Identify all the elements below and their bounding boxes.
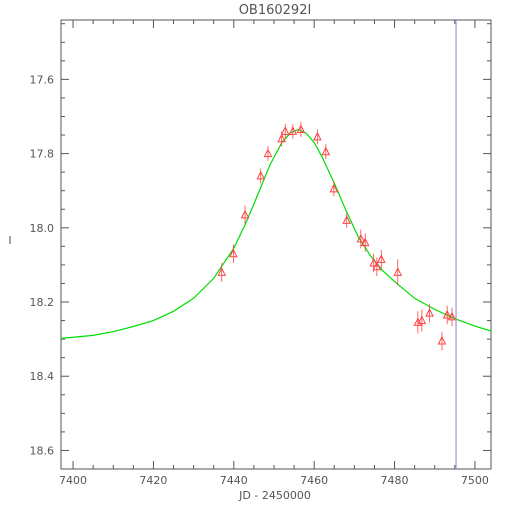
data-point: [321, 144, 331, 160]
model-fit-layer: [60, 128, 492, 339]
triangle-marker: [356, 233, 366, 243]
triangle-marker: [277, 133, 286, 143]
data-point: [442, 305, 452, 325]
triangle-marker: [393, 267, 403, 276]
x-tick-label: 7420: [139, 474, 167, 487]
y-tick-label: 18.6: [30, 444, 55, 457]
triangle-marker: [313, 131, 322, 141]
y-tick-label: 18.4: [30, 370, 55, 383]
plot-frame: [60, 19, 492, 470]
triangle-marker: [229, 248, 238, 258]
triangle-marker: [376, 254, 386, 263]
data-point: [376, 250, 386, 269]
x-tick-label: 7480: [381, 474, 409, 487]
triangle-marker: [417, 315, 427, 325]
data-point: [356, 229, 366, 249]
data-point: [437, 331, 447, 351]
triangle-marker: [342, 215, 352, 224]
triangle-marker: [321, 146, 331, 156]
triangle-marker: [360, 237, 370, 247]
triangle-marker: [217, 267, 227, 276]
triangle-marker: [447, 311, 457, 321]
data-point: [313, 129, 322, 145]
data-point: [263, 146, 273, 162]
y-tick-label: 17.6: [30, 73, 55, 86]
data-point: [425, 303, 434, 323]
data-point: [229, 244, 238, 264]
triangle-marker: [425, 308, 434, 317]
y-tick-label: 18.0: [30, 222, 55, 235]
triangle-marker: [437, 335, 447, 345]
data-point: [342, 212, 352, 228]
data-point: [240, 205, 250, 225]
y-tick-label: 17.8: [30, 148, 55, 161]
model-fit-curve: [60, 128, 492, 339]
data-point: [393, 259, 403, 286]
data-point: [413, 311, 423, 334]
data-point: [417, 309, 427, 332]
chart-title: OB160292I: [239, 3, 312, 18]
axis-ticks: 7400 7420 7440 7460 7480 7500 17.6 17.8 18.0 18.2…: [30, 20, 491, 487]
data-points-layer: [217, 122, 457, 351]
data-point: [447, 307, 457, 327]
triangle-marker: [280, 126, 290, 135]
data-point: [372, 257, 382, 277]
triangle-marker: [296, 124, 306, 133]
data-point: [360, 233, 370, 252]
triangle-marker: [256, 170, 266, 180]
data-point: [256, 168, 266, 184]
triangle-marker: [288, 126, 298, 135]
x-axis-label: JD - 2450000: [238, 489, 311, 502]
data-point: [217, 263, 227, 282]
x-tick-label: 7400: [59, 474, 87, 487]
triangle-marker: [240, 209, 250, 219]
triangle-marker: [263, 148, 273, 158]
triangle-marker: [372, 261, 382, 271]
x-tick-label: 7500: [461, 474, 489, 487]
triangle-marker: [369, 257, 378, 267]
triangle-marker: [442, 309, 452, 319]
y-axis-label: I: [8, 234, 11, 247]
triangle-marker: [329, 183, 339, 193]
data-point: [280, 123, 290, 139]
data-point: [288, 123, 298, 139]
y-tick-label: 18.2: [30, 296, 55, 309]
data-point: [329, 181, 339, 197]
data-point: [296, 122, 306, 137]
x-tick-label: 7460: [300, 474, 328, 487]
x-tick-label: 7440: [220, 474, 248, 487]
